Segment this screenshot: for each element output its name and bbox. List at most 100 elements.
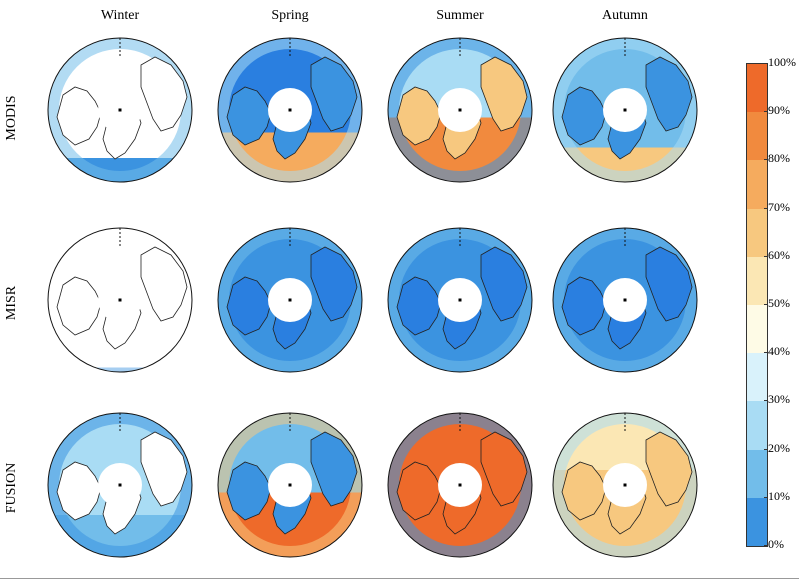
polar-map-svg <box>47 227 193 373</box>
landmass-eurasia <box>645 431 693 507</box>
polar-map-svg <box>387 227 533 373</box>
landmass-eurasia <box>140 246 188 322</box>
colorbar-segment <box>747 401 767 451</box>
polar-map-svg <box>217 37 363 183</box>
colorbar-segment <box>747 208 767 258</box>
row-title-modis: MODIS <box>4 95 19 141</box>
polar-map-svg <box>387 37 533 183</box>
map-panel-fusion-spring <box>215 410 365 560</box>
north-pole-marker <box>623 298 627 302</box>
colorbar-tick <box>764 352 768 354</box>
colorbar-segment <box>747 497 767 547</box>
polar-map-svg <box>552 412 698 558</box>
north-pole-marker <box>623 108 627 112</box>
map-panel-misr-summer <box>385 225 535 375</box>
polar-map-svg <box>387 412 533 558</box>
colorbar-tick-label: 90% <box>768 103 790 118</box>
landmass-eurasia <box>140 431 188 507</box>
north-pole-marker <box>118 108 122 112</box>
map-panel-fusion-summer <box>385 410 535 560</box>
colorbar-segment <box>747 112 767 161</box>
map-panel-modis-winter <box>45 35 195 185</box>
map-panel-modis-autumn <box>550 35 700 185</box>
landmass-eurasia <box>310 431 358 507</box>
column-title-autumn: Autumn <box>602 8 648 23</box>
polar-map-svg <box>552 227 698 373</box>
colorbar-tick <box>764 496 768 498</box>
landmass-north-america <box>56 86 102 146</box>
row-title-fusion: FUSION <box>4 462 19 514</box>
bottom-rule <box>0 578 799 579</box>
colorbar-segment <box>747 449 767 499</box>
map-border-circle <box>47 412 193 558</box>
landmass-north-america <box>561 86 607 146</box>
north-pole-marker <box>623 483 627 487</box>
colorbar-tick-label: 60% <box>768 247 790 262</box>
landmass-north-america <box>56 276 102 336</box>
north-pole-marker <box>458 108 462 112</box>
map-panel-fusion-winter <box>45 410 195 560</box>
map-border-circle <box>552 37 698 183</box>
colorbar-tick <box>764 448 768 450</box>
landmass-north-america <box>396 86 442 146</box>
colorbar-tick <box>764 207 768 209</box>
polar-map-svg <box>47 37 193 183</box>
landmass-north-america <box>226 276 272 336</box>
polar-map-svg <box>552 37 698 183</box>
landmass-eurasia <box>310 246 358 322</box>
landmass-north-america <box>56 461 102 521</box>
colorbar-tick-label: 100% <box>768 55 796 69</box>
colorbar-tick-label: 50% <box>768 296 790 310</box>
map-border-circle <box>387 37 533 183</box>
colorbar-tick <box>764 111 768 113</box>
map-panel-modis-spring <box>215 35 365 185</box>
row-title-misr: MISR <box>4 285 19 321</box>
polar-map-svg <box>217 227 363 373</box>
north-pole-marker <box>288 483 292 487</box>
colorbar-tick <box>764 545 768 546</box>
map-border-circle <box>387 412 533 558</box>
landmass-north-america <box>396 276 442 336</box>
landmass-north-america <box>396 461 442 521</box>
north-pole-marker <box>118 483 122 487</box>
map-panel-modis-summer <box>385 35 535 185</box>
map-panel-misr-winter <box>45 225 195 375</box>
landmass-north-america <box>561 461 607 521</box>
colorbar-tick-label: 80% <box>768 151 790 166</box>
colorbar-tick-label: 40% <box>768 344 790 359</box>
map-panel-misr-spring <box>215 225 365 375</box>
map-panel-fusion-autumn <box>550 410 700 560</box>
colorbar-tick <box>764 400 768 402</box>
colorbar-tick-label: 10% <box>768 488 790 503</box>
north-pole-marker <box>118 298 122 302</box>
colorbar-tick-label: 30% <box>768 392 790 407</box>
colorbar <box>746 63 768 547</box>
north-pole-marker <box>288 298 292 302</box>
north-pole-marker <box>458 298 462 302</box>
colorbar-segment <box>747 305 767 354</box>
colorbar-tick-label: 0% <box>768 537 784 551</box>
landmass-eurasia <box>480 56 528 132</box>
map-border-circle <box>217 412 363 558</box>
landmass-eurasia <box>645 246 693 322</box>
landmass-eurasia <box>140 56 188 132</box>
colorbar-segment <box>747 256 767 306</box>
colorbar-tick <box>764 255 768 257</box>
north-pole-marker <box>288 108 292 112</box>
landmass-eurasia <box>645 56 693 132</box>
landmass-north-america <box>226 86 272 146</box>
colorbar-tick-label: 70% <box>768 199 790 214</box>
colorbar-tick-label: 20% <box>768 440 790 455</box>
column-title-winter: Winter <box>100 8 140 23</box>
landmass-north-america <box>561 276 607 336</box>
north-pole-marker <box>458 483 462 487</box>
map-border-circle <box>387 227 533 373</box>
map-panel-misr-autumn <box>550 225 700 375</box>
map-border-circle <box>552 227 698 373</box>
column-title-summer: Summer <box>436 8 484 23</box>
map-border-circle <box>217 37 363 183</box>
landmass-eurasia <box>310 56 358 132</box>
colorbar-segment <box>747 353 767 402</box>
colorbar-tick <box>764 159 768 161</box>
